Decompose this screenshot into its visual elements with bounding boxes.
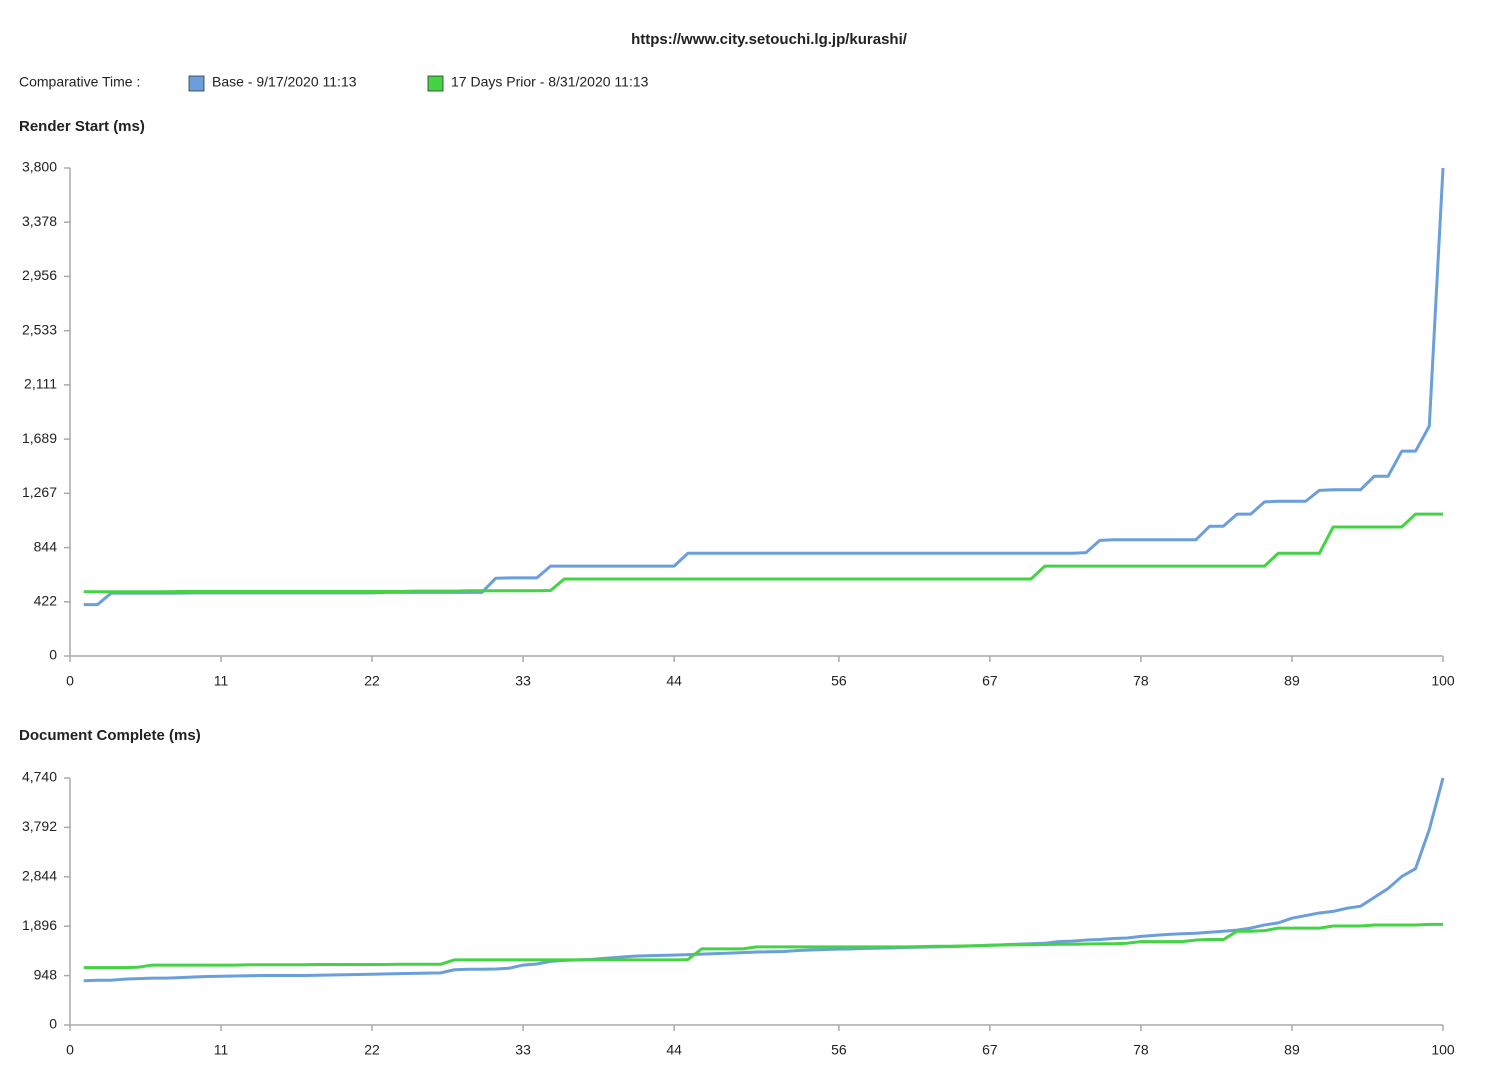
y-tick-label: 844 [34, 538, 58, 554]
y-tick-label: 1,689 [22, 430, 57, 446]
y-tick-label: 0 [49, 647, 57, 663]
y-tick-label: 3,800 [22, 159, 57, 175]
series-line [83, 922, 1443, 970]
y-tick-label: 3,378 [22, 213, 57, 229]
x-tick-label: 0 [66, 673, 74, 689]
y-tick-label: 2,956 [22, 267, 57, 283]
y-tick-label: 2,533 [22, 321, 57, 337]
x-tick-label: 22 [364, 1042, 380, 1058]
x-tick-label: 22 [364, 673, 380, 689]
y-tick-label: 1,896 [22, 917, 57, 933]
x-tick-label: 78 [1133, 1042, 1149, 1058]
x-tick-label: 100 [1431, 1042, 1455, 1058]
y-tick-label: 2,844 [22, 868, 57, 884]
y-tick-label: 422 [34, 593, 58, 609]
y-tick-label: 1,267 [22, 484, 57, 500]
y-tick-label: 2,111 [24, 376, 57, 392]
y-tick-label: 0 [49, 1016, 57, 1032]
y-tick-label: 4,740 [22, 769, 57, 785]
x-tick-label: 78 [1133, 673, 1149, 689]
series-line [83, 512, 1443, 594]
x-tick-label: 67 [982, 673, 998, 689]
chart-title: Render Start (ms) [19, 118, 145, 135]
x-tick-label: 56 [831, 1042, 847, 1058]
legend-label: 17 Days Prior - 8/31/2020 11:13 [451, 74, 649, 90]
y-tick-label: 948 [34, 966, 58, 982]
x-tick-label: 44 [666, 673, 682, 689]
x-tick-label: 56 [831, 673, 847, 689]
x-tick-label: 44 [666, 1042, 682, 1058]
legend-title: Comparative Time : [19, 74, 140, 90]
series-line [83, 167, 1445, 607]
legend-swatch [188, 75, 205, 92]
chart-title: Document Complete (ms) [19, 727, 201, 744]
x-tick-label: 89 [1284, 1042, 1300, 1058]
x-tick-label: 89 [1284, 673, 1300, 689]
x-tick-label: 33 [515, 673, 531, 689]
y-tick-label: 3,792 [22, 818, 57, 834]
legend-swatch [427, 75, 444, 92]
x-tick-label: 11 [214, 673, 229, 689]
x-tick-label: 67 [982, 1042, 998, 1058]
x-tick-label: 100 [1431, 673, 1455, 689]
series-line [83, 777, 1445, 983]
x-tick-label: 33 [515, 1042, 531, 1058]
x-tick-label: 0 [66, 1042, 74, 1058]
x-tick-label: 11 [214, 1042, 229, 1058]
legend-label: Base - 9/17/2020 11:13 [212, 74, 357, 90]
page-title: https://www.city.setouchi.lg.jp/kurashi/ [631, 31, 908, 48]
